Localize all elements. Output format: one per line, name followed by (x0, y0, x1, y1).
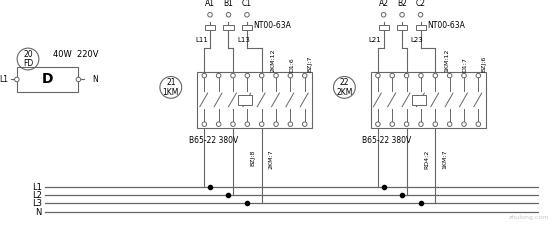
Ellipse shape (302, 122, 307, 126)
Ellipse shape (376, 73, 380, 78)
Text: zhulong.com: zhulong.com (508, 215, 549, 220)
Text: D: D (42, 72, 53, 86)
Text: B65-22 380V: B65-22 380V (362, 136, 412, 145)
Bar (397, 25, 407, 30)
Text: B1: B1 (223, 0, 234, 8)
Text: A1: A1 (205, 0, 215, 8)
Text: N: N (92, 75, 98, 84)
Text: N: N (36, 208, 42, 217)
Text: BZJ:7: BZJ:7 (308, 55, 312, 72)
Text: 1KM:12: 1KM:12 (445, 48, 449, 72)
Ellipse shape (376, 122, 380, 126)
Ellipse shape (202, 122, 207, 126)
Ellipse shape (245, 12, 249, 17)
Ellipse shape (419, 122, 423, 126)
Ellipse shape (216, 122, 221, 126)
Ellipse shape (288, 122, 293, 126)
Ellipse shape (404, 73, 409, 78)
Ellipse shape (76, 77, 81, 82)
Ellipse shape (418, 12, 423, 17)
Text: 1KM:7: 1KM:7 (442, 150, 447, 169)
Ellipse shape (202, 73, 207, 78)
Ellipse shape (447, 122, 452, 126)
Text: D1:7: D1:7 (463, 57, 468, 72)
Text: L13: L13 (237, 37, 250, 43)
Text: 2KM:12: 2KM:12 (271, 48, 276, 72)
Text: NT00-63A: NT00-63A (254, 21, 292, 30)
Bar (223, 25, 234, 30)
Ellipse shape (462, 122, 466, 126)
Ellipse shape (15, 77, 19, 82)
Ellipse shape (447, 73, 452, 78)
Text: 20
FD: 20 FD (23, 50, 33, 68)
Bar (379, 25, 389, 30)
Bar (17, 67, 78, 92)
Text: L1: L1 (32, 183, 42, 192)
Text: 22
2KM: 22 2KM (336, 78, 353, 97)
Ellipse shape (400, 12, 404, 17)
Ellipse shape (390, 122, 394, 126)
Bar (205, 25, 215, 30)
Ellipse shape (274, 73, 278, 78)
Text: L3: L3 (32, 199, 42, 208)
Text: BZJ:6: BZJ:6 (482, 55, 486, 72)
Bar (239, 95, 252, 105)
Text: C1: C1 (242, 0, 252, 8)
Ellipse shape (419, 73, 423, 78)
Text: L1: L1 (0, 75, 8, 84)
Text: A2: A2 (379, 0, 389, 8)
Ellipse shape (274, 122, 278, 126)
Ellipse shape (216, 73, 221, 78)
Ellipse shape (208, 12, 212, 17)
Text: L2: L2 (32, 191, 42, 200)
Ellipse shape (476, 73, 480, 78)
Text: BZJ:8: BZJ:8 (251, 150, 255, 166)
Bar (197, 72, 312, 128)
Ellipse shape (231, 73, 235, 78)
Text: B65-22 380V: B65-22 380V (189, 136, 238, 145)
Text: 40W  220V: 40W 220V (53, 50, 99, 59)
Ellipse shape (226, 12, 231, 17)
Ellipse shape (288, 73, 293, 78)
Ellipse shape (231, 122, 235, 126)
Ellipse shape (259, 122, 264, 126)
Bar (416, 25, 426, 30)
Ellipse shape (404, 122, 409, 126)
Ellipse shape (245, 73, 250, 78)
Ellipse shape (390, 73, 394, 78)
Text: B2: B2 (397, 0, 407, 8)
Text: L23: L23 (411, 37, 423, 43)
Text: 21
1KM: 21 1KM (162, 78, 179, 97)
Bar (242, 25, 252, 30)
Text: 2KM:7: 2KM:7 (269, 150, 273, 169)
Text: L21: L21 (369, 37, 381, 43)
Ellipse shape (433, 73, 437, 78)
Ellipse shape (381, 12, 386, 17)
Text: RD4:2: RD4:2 (424, 150, 429, 169)
Ellipse shape (302, 73, 307, 78)
Ellipse shape (433, 122, 437, 126)
Bar (412, 95, 426, 105)
Text: C2: C2 (416, 0, 426, 8)
Bar (371, 72, 486, 128)
Text: D1:6: D1:6 (290, 57, 294, 72)
Text: NT00-63A: NT00-63A (427, 21, 465, 30)
Ellipse shape (259, 73, 264, 78)
Ellipse shape (476, 122, 480, 126)
Ellipse shape (462, 73, 466, 78)
Text: L11: L11 (195, 37, 208, 43)
Ellipse shape (245, 122, 250, 126)
